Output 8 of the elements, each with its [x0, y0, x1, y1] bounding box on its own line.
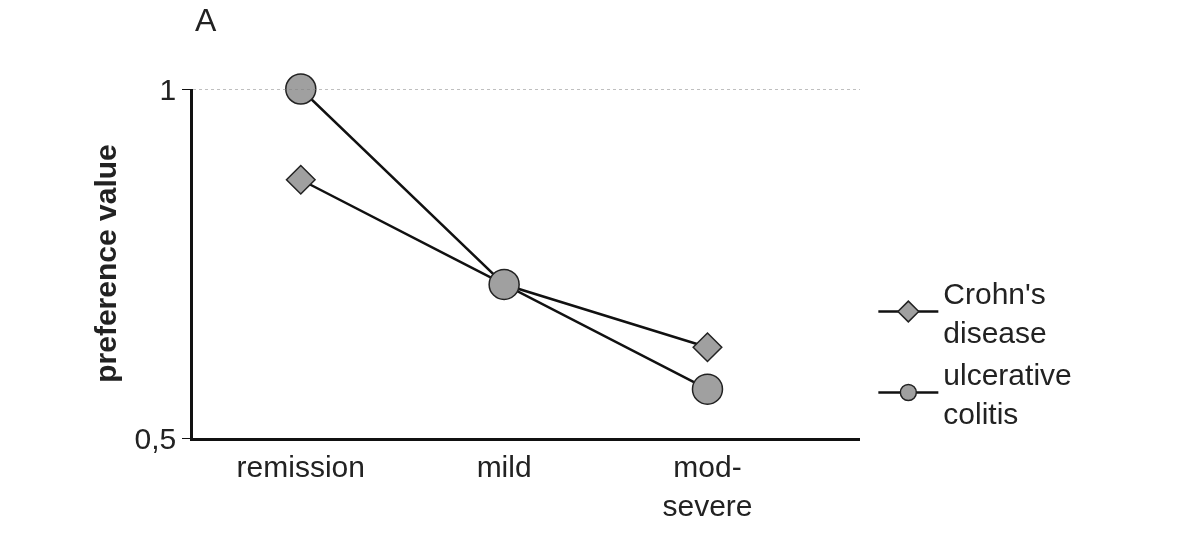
legend-label: ulcerative colitis	[943, 357, 1072, 430]
x-tick-label: remission	[236, 449, 365, 483]
y-tick-label: 1	[159, 72, 177, 106]
x-tick-label: mild	[476, 449, 532, 483]
x-tick-label: mod- severe	[662, 449, 753, 522]
y-axis-title: preference value	[88, 144, 122, 383]
chart-title: A	[195, 1, 217, 38]
y-tick-label: 0,5	[134, 421, 177, 455]
